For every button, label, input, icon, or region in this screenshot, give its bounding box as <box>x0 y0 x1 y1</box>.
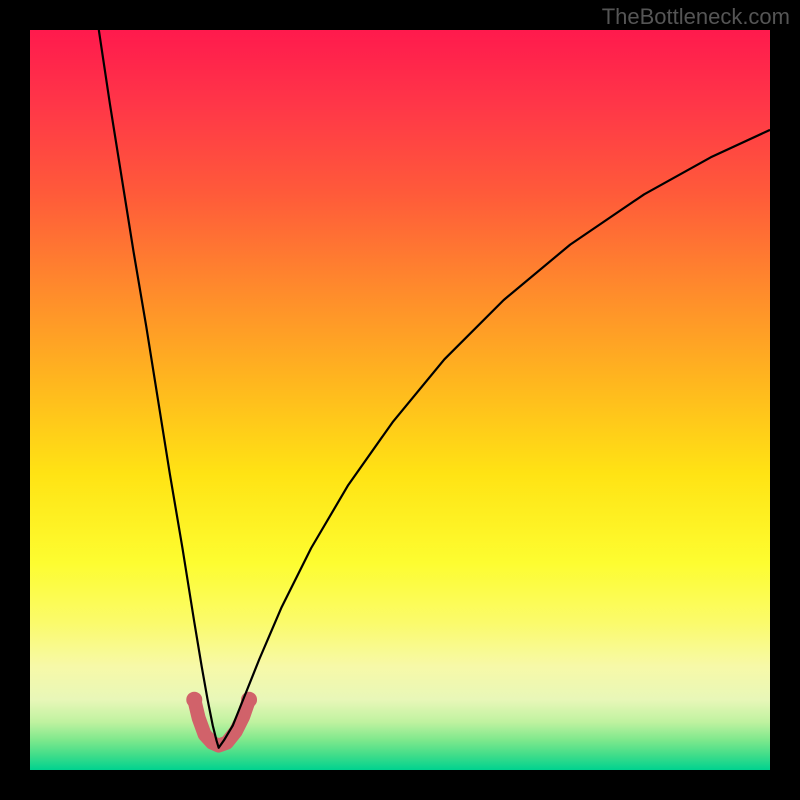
plot-area <box>30 30 770 770</box>
bottleneck-curve <box>30 30 770 770</box>
watermark-text: TheBottleneck.com <box>602 4 790 30</box>
chart-container: { "watermark": { "text": "TheBottleneck.… <box>0 0 800 800</box>
